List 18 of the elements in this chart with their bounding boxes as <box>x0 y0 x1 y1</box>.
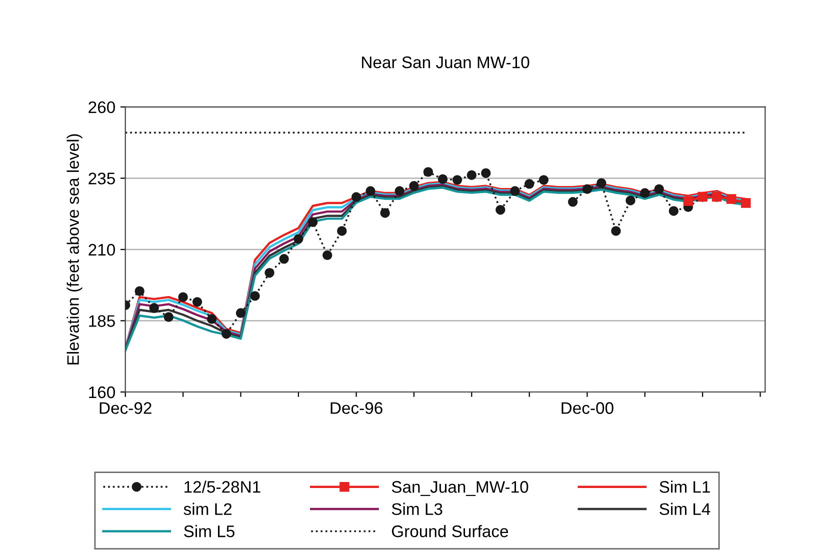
y-tick-label: 185 <box>89 315 115 327</box>
y-axis-title: Elevation (feet above sea level) <box>66 134 82 364</box>
x-tick-label: Dec-00 <box>562 402 614 414</box>
legend-label: Sim L4 <box>660 502 710 516</box>
legend-label: sim L2 <box>184 502 232 516</box>
y-tick-label: 160 <box>89 386 115 398</box>
y-tick-label: 210 <box>88 244 115 256</box>
legend-label: Sim L1 <box>660 480 710 493</box>
x-tick-label: Dec-92 <box>100 402 152 414</box>
legend-label: Ground Surface <box>392 524 508 538</box>
y-tick-label: 260 <box>88 101 115 114</box>
legend-label: Sim L5 <box>184 524 234 538</box>
legend-label: San_Juan_MW-10 <box>392 481 528 496</box>
y-tick-label: 235 <box>88 172 115 184</box>
legend-label: 12/5-28N1 <box>184 480 260 493</box>
x-tick-label: Dec-96 <box>330 402 382 414</box>
legend-label: Sim L3 <box>392 502 442 516</box>
chart-title: Near San Juan MW-10 <box>362 56 530 68</box>
